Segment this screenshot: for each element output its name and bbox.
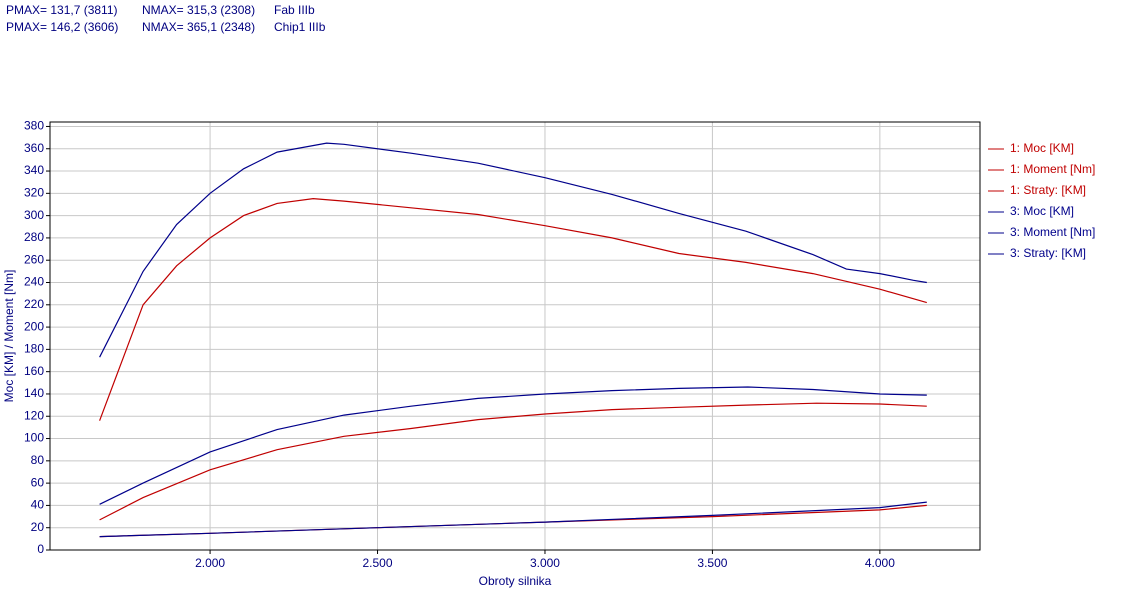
y-tick-label: 100 (24, 431, 44, 445)
series-line (99, 197, 927, 421)
legend-label: 1: Moment [Nm] (1010, 162, 1095, 176)
x-tick-label: 2.000 (195, 556, 225, 570)
plot-area (49, 121, 981, 551)
legend-label: 1: Straty: [KM] (1010, 183, 1086, 197)
header-text: PMAX= 146,2 (3606) (6, 20, 118, 34)
legend-label: 3: Moc [KM] (1010, 204, 1074, 218)
series-line (99, 501, 927, 538)
x-tick-label: 2.500 (363, 556, 393, 570)
y-tick-label: 220 (24, 297, 44, 311)
series-line (99, 402, 927, 521)
y-tick-label: 200 (24, 319, 44, 333)
series-line (99, 386, 927, 505)
legend-label: 1: Moc [KM] (1010, 141, 1074, 155)
y-tick-label: 260 (24, 252, 44, 266)
series-line (99, 504, 927, 538)
header-text: NMAX= 315,3 (2308) (142, 3, 255, 17)
y-tick-label: 20 (31, 520, 45, 534)
y-tick-label: 280 (24, 230, 44, 244)
legend-label: 3: Moment [Nm] (1010, 225, 1095, 239)
x-tick-label: 4.000 (865, 556, 895, 570)
x-axis-label: Obroty silnika (479, 574, 552, 588)
y-tick-label: 60 (31, 475, 45, 489)
x-tick-label: 3.500 (697, 556, 727, 570)
y-tick-label: 80 (31, 453, 45, 467)
y-tick-label: 120 (24, 408, 44, 422)
y-tick-label: 340 (24, 163, 44, 177)
y-tick-label: 300 (24, 208, 44, 222)
y-tick-label: 40 (31, 498, 45, 512)
y-tick-label: 380 (24, 119, 44, 133)
y-tick-label: 360 (24, 141, 44, 155)
y-tick-label: 160 (24, 364, 44, 378)
legend-label: 3: Straty: [KM] (1010, 246, 1086, 260)
y-tick-label: 0 (37, 542, 44, 556)
y-tick-label: 140 (24, 386, 44, 400)
series-line (99, 142, 927, 358)
header-text: Fab IIIb (274, 3, 315, 17)
y-axis-label: Moc [KM] / Moment [Nm] (2, 270, 16, 403)
x-tick-label: 3.000 (530, 556, 560, 570)
y-tick-label: 320 (24, 186, 44, 200)
header-text: Chip1 IIIb (274, 20, 326, 34)
header-text: NMAX= 365,1 (2348) (142, 20, 255, 34)
header-text: PMAX= 131,7 (3811) (6, 3, 118, 17)
y-tick-label: 180 (24, 342, 44, 356)
y-tick-label: 240 (24, 275, 44, 289)
